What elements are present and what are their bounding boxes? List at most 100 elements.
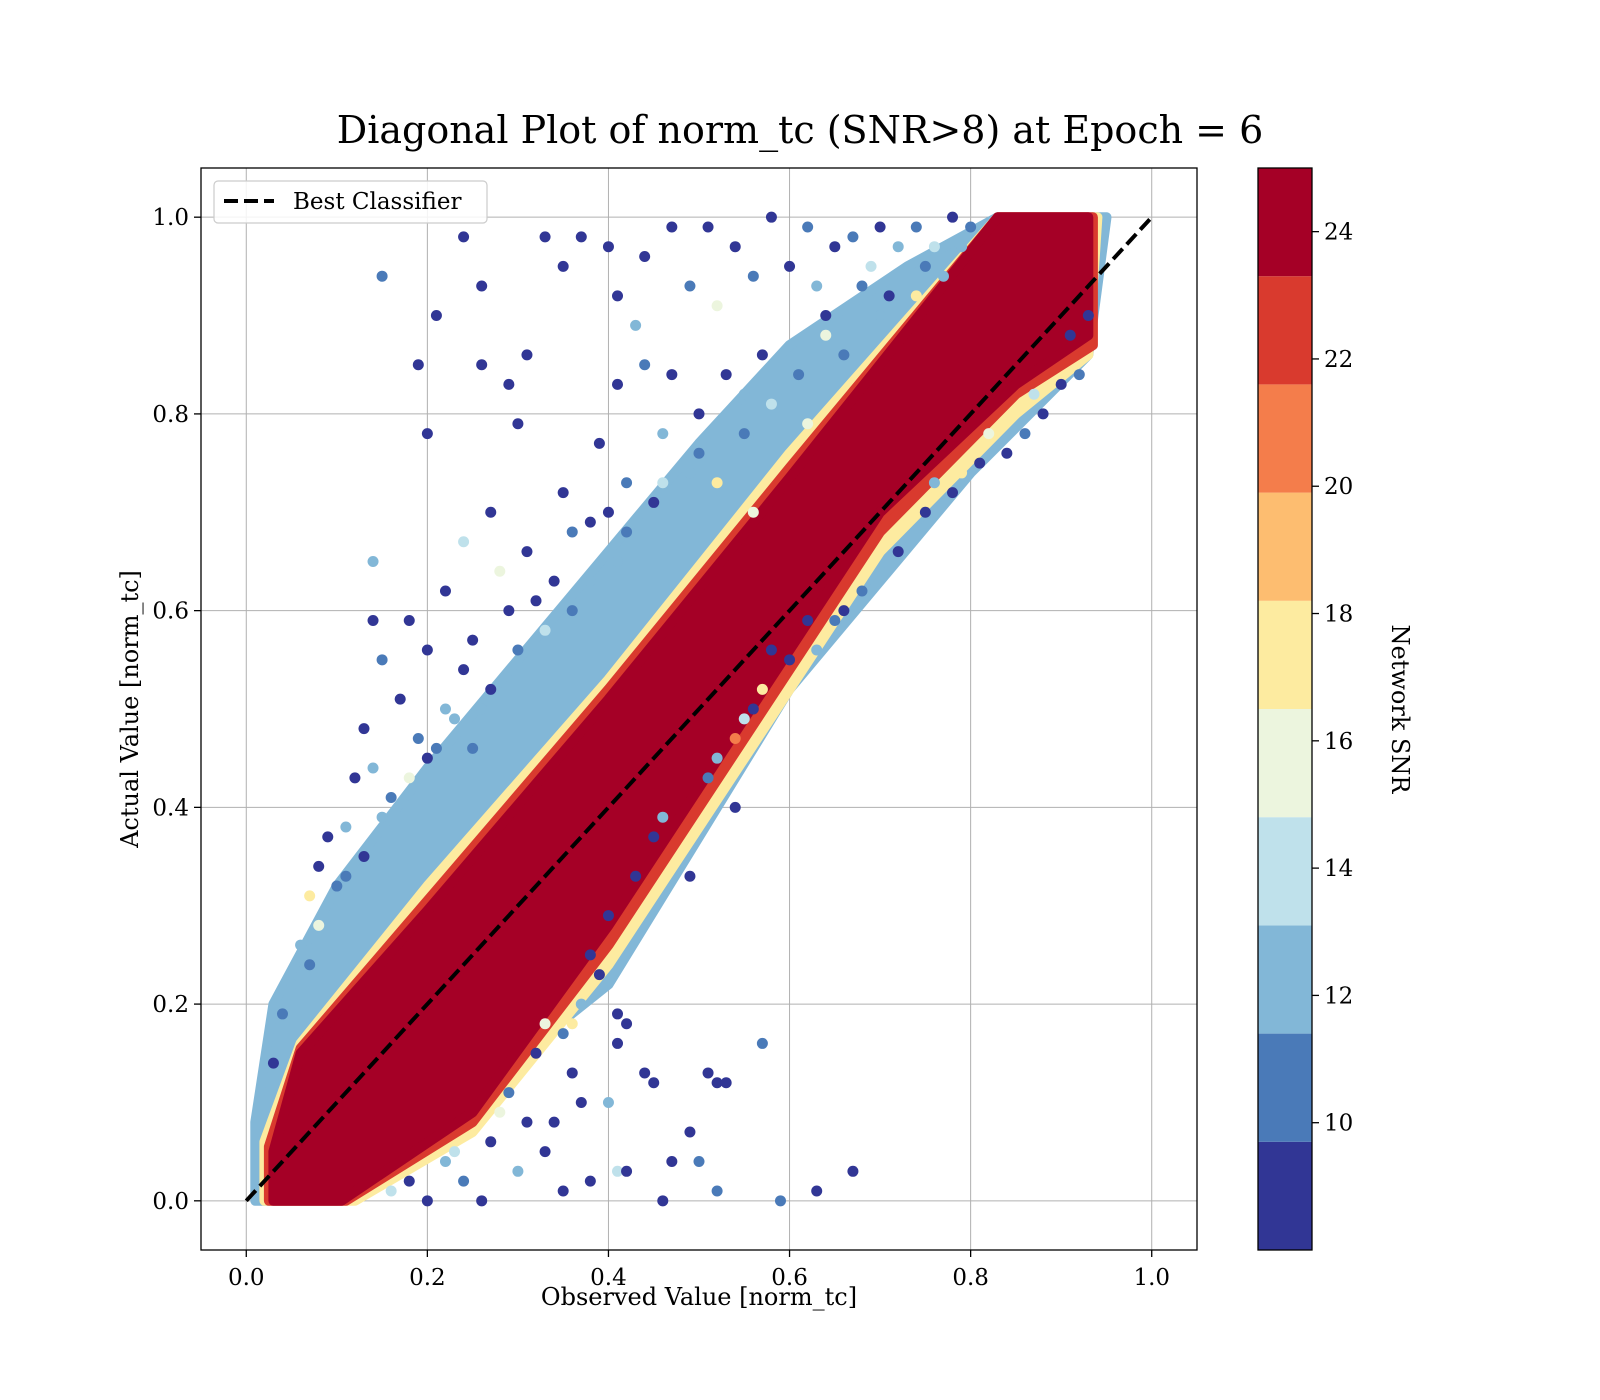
scatter-point bbox=[621, 477, 633, 489]
scatter-point bbox=[756, 683, 768, 695]
colorbar-tick-label: 18 bbox=[1324, 602, 1353, 628]
scatter-point bbox=[521, 1116, 533, 1128]
scatter-point bbox=[956, 241, 968, 253]
x-tick-label: 0.0 bbox=[228, 1265, 265, 1291]
scatter-point bbox=[358, 851, 370, 863]
scatter-point bbox=[530, 1047, 542, 1059]
scatter-point bbox=[430, 742, 442, 754]
scatter-point bbox=[512, 418, 524, 430]
scatter-point bbox=[575, 1096, 587, 1108]
scatter-point bbox=[838, 349, 850, 361]
scatter-point bbox=[467, 634, 479, 646]
scatter-point bbox=[765, 398, 777, 410]
scatter-point bbox=[883, 290, 895, 302]
scatter-point bbox=[657, 1195, 669, 1207]
scatter-point bbox=[765, 644, 777, 656]
scatter-point bbox=[919, 260, 931, 272]
scatter-point bbox=[439, 1155, 451, 1167]
scatter-point bbox=[340, 821, 352, 833]
scatter-point bbox=[612, 1037, 624, 1049]
scatter-point bbox=[267, 1057, 279, 1069]
scatter-point bbox=[684, 280, 696, 292]
y-tick-label: 0.6 bbox=[152, 599, 189, 625]
scatter-point bbox=[910, 290, 922, 302]
scatter-point bbox=[693, 447, 705, 459]
scatter-point bbox=[621, 1018, 633, 1030]
scatter-point bbox=[557, 487, 569, 499]
scatter-point bbox=[802, 221, 814, 233]
scatter-point bbox=[485, 506, 497, 518]
scatter-point bbox=[910, 221, 922, 233]
scatter-point bbox=[793, 369, 805, 381]
best-classifier-line bbox=[244, 215, 1154, 1203]
scatter-point bbox=[584, 516, 596, 528]
scatter-point bbox=[557, 260, 569, 272]
scatter-point bbox=[340, 870, 352, 882]
x-axis-ticks: 0.0 0.2 0.4 0.6 0.8 1.0 bbox=[228, 1250, 1170, 1291]
scatter-point bbox=[756, 349, 768, 361]
scatter-point bbox=[557, 1028, 569, 1040]
legend: Best Classifier bbox=[213, 180, 488, 224]
scatter-point bbox=[394, 693, 406, 705]
colorbar-label: Network SNR bbox=[1386, 625, 1414, 795]
scatter-point bbox=[811, 1185, 823, 1197]
scatter-point bbox=[1073, 369, 1085, 381]
scatter-point bbox=[747, 703, 759, 715]
scatter-point bbox=[774, 1195, 786, 1207]
scatter-point bbox=[684, 467, 696, 479]
scatter-point bbox=[711, 752, 723, 764]
scatter-point bbox=[584, 949, 596, 961]
scatter-point bbox=[738, 428, 750, 440]
scatter-point bbox=[503, 605, 515, 617]
scatter-point bbox=[458, 231, 470, 243]
colorbar-segment bbox=[1258, 600, 1312, 709]
scatter-point bbox=[965, 221, 977, 233]
scatter-point bbox=[648, 496, 660, 508]
scatter-point bbox=[376, 811, 388, 823]
scatter-point bbox=[829, 614, 841, 626]
scatter-point bbox=[286, 978, 298, 990]
y-tick-label: 0.8 bbox=[152, 402, 189, 428]
scatter-point bbox=[639, 251, 651, 263]
scatter-point bbox=[630, 870, 642, 882]
scatter-point bbox=[865, 260, 877, 272]
scatter-point bbox=[784, 260, 796, 272]
scatter-point bbox=[430, 310, 442, 322]
scatter-point bbox=[602, 506, 614, 518]
scatter-point bbox=[847, 231, 859, 243]
scatter-point bbox=[747, 506, 759, 518]
scatter-point bbox=[575, 231, 587, 243]
scatter-point bbox=[756, 1037, 768, 1049]
x-tick-label: 0.2 bbox=[409, 1265, 446, 1291]
scatter-point bbox=[313, 860, 325, 872]
scatter-point bbox=[412, 359, 424, 371]
scatter-point bbox=[602, 1096, 614, 1108]
scatter-point bbox=[720, 1077, 732, 1089]
scatter-point bbox=[584, 575, 596, 587]
scatter-point bbox=[612, 290, 624, 302]
colorbar-tick-label: 10 bbox=[1324, 1111, 1353, 1137]
scatter-point bbox=[720, 369, 732, 381]
scatter-point bbox=[702, 772, 714, 784]
scatter-point bbox=[476, 1195, 488, 1207]
scatter-point bbox=[711, 1077, 723, 1089]
scatter-point bbox=[376, 270, 388, 282]
scatter-point bbox=[403, 1175, 415, 1187]
scatter-point bbox=[295, 939, 307, 951]
x-tick-label: 0.4 bbox=[590, 1265, 627, 1291]
scatter-point bbox=[575, 998, 587, 1010]
colorbar-segment bbox=[1258, 168, 1312, 277]
scatter-point bbox=[702, 221, 714, 233]
colorbar-segment bbox=[1258, 709, 1312, 818]
scatter-point bbox=[738, 713, 750, 725]
colorbar-segment bbox=[1258, 492, 1312, 601]
scatter-point bbox=[856, 280, 868, 292]
chart-title: Diagonal Plot of norm_tc (SNR>8) at Epoc… bbox=[337, 108, 1264, 153]
scatter-point bbox=[521, 546, 533, 558]
scatter-point bbox=[630, 319, 642, 331]
scatter-point bbox=[539, 1018, 551, 1030]
scatter-point bbox=[421, 752, 433, 764]
scatter-point bbox=[666, 221, 678, 233]
scatter-point bbox=[458, 664, 470, 676]
scatter-point bbox=[331, 880, 343, 892]
